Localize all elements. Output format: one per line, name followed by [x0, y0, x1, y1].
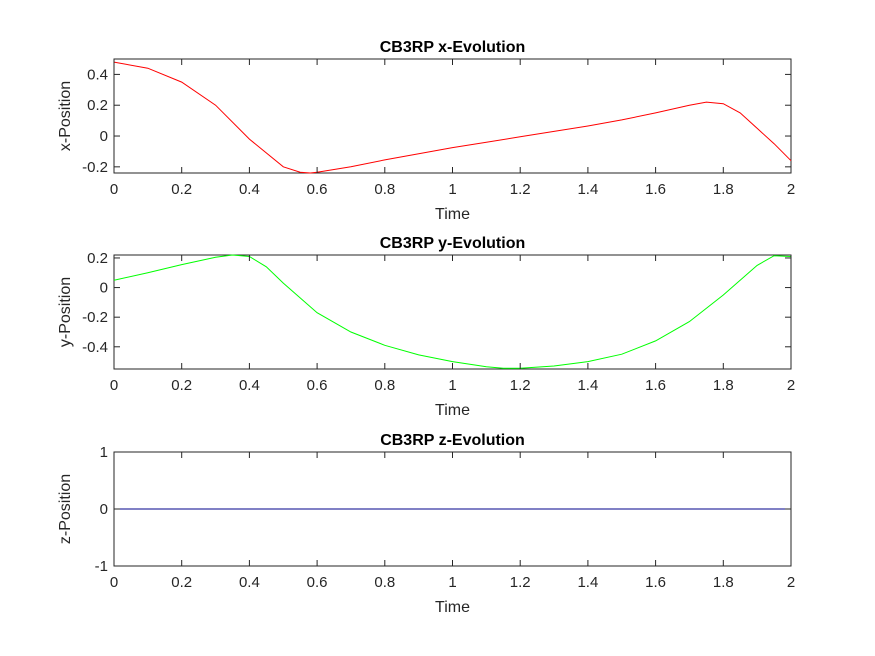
y-axis-label: x-Position	[57, 81, 74, 151]
x-tick-label: 0.2	[171, 377, 192, 394]
chart-title: CB3RP z-Evolution	[380, 432, 525, 449]
y-tick-label: 0.2	[87, 250, 108, 267]
x-tick-label: 1.8	[713, 377, 734, 394]
plot-area	[113, 254, 792, 370]
x-tick-label: 1.4	[577, 574, 598, 591]
plot-area	[113, 58, 792, 174]
y-tick-label: 0	[100, 501, 108, 518]
x-tick-label: 0.4	[239, 181, 260, 198]
x-tick-label: 2	[787, 574, 795, 591]
x-tick-label: 1.4	[577, 181, 598, 198]
series-line	[113, 254, 792, 369]
x-tick-label: 0.2	[171, 181, 192, 198]
x-tick-label: 0.2	[171, 574, 192, 591]
y-tick-label: -1	[95, 558, 108, 575]
x-tick-label: 1.6	[645, 377, 666, 394]
x-axis-label: Time	[435, 599, 470, 616]
y-tick-label: 0	[100, 280, 108, 297]
y-tick-label: 0	[100, 128, 108, 145]
y-tick-label: 0.4	[87, 66, 108, 83]
x-tick-label: 0.8	[374, 181, 395, 198]
x-tick-label: 0.6	[307, 181, 328, 198]
x-tick-label: 1.8	[713, 181, 734, 198]
axes-1: 0 0.2 0.4 0.6 0.8 1 1.2 1.4 1.6 1.8 2-0.200.20.4CB…	[57, 39, 795, 223]
x-tick-label: 1.2	[510, 181, 531, 198]
x-tick-label: 1.6	[645, 574, 666, 591]
y-tick-label: 1	[100, 444, 108, 461]
x-tick-label: 0.6	[307, 377, 328, 394]
x-tick-label: 2	[787, 377, 795, 394]
x-tick-label: 0	[110, 377, 118, 394]
series-line	[113, 61, 792, 174]
x-tick-label: 1	[448, 574, 456, 591]
x-tick-label: 1	[448, 181, 456, 198]
y-axis-label: z-Position	[57, 474, 74, 544]
chart-title: CB3RP x-Evolution	[380, 39, 526, 56]
y-axis-label: y-Position	[57, 277, 74, 347]
y-tick-label: -0.2	[82, 309, 108, 326]
x-tick-label: 0	[110, 574, 118, 591]
y-tick-label: 0.2	[87, 97, 108, 114]
x-tick-label: 1.2	[510, 574, 531, 591]
x-tick-label: 0.8	[374, 377, 395, 394]
x-tick-label: 1.6	[645, 181, 666, 198]
chart-title: CB3RP y-Evolution	[380, 235, 526, 252]
x-tick-label: 0.4	[239, 574, 260, 591]
x-tick-label: 2	[787, 181, 795, 198]
x-tick-label: 0.8	[374, 574, 395, 591]
y-tick-label: -0.4	[82, 339, 108, 356]
x-tick-label: 0	[110, 181, 118, 198]
x-tick-label: 0.4	[239, 377, 260, 394]
x-tick-label: 1	[448, 377, 456, 394]
x-tick-label: 1.4	[577, 377, 598, 394]
x-axis-label: Time	[435, 402, 470, 419]
x-tick-label: 0.6	[307, 574, 328, 591]
axes-2: 0 0.2 0.4 0.6 0.8 1 1.2 1.4 1.6 1.8 2 -0.4 -0.2 0 0.2 C…	[57, 235, 795, 419]
x-tick-label: 1.2	[510, 377, 531, 394]
x-axis-label: Time	[435, 206, 470, 223]
x-tick-label: 1.8	[713, 574, 734, 591]
y-tick-label: -0.2	[82, 159, 108, 176]
